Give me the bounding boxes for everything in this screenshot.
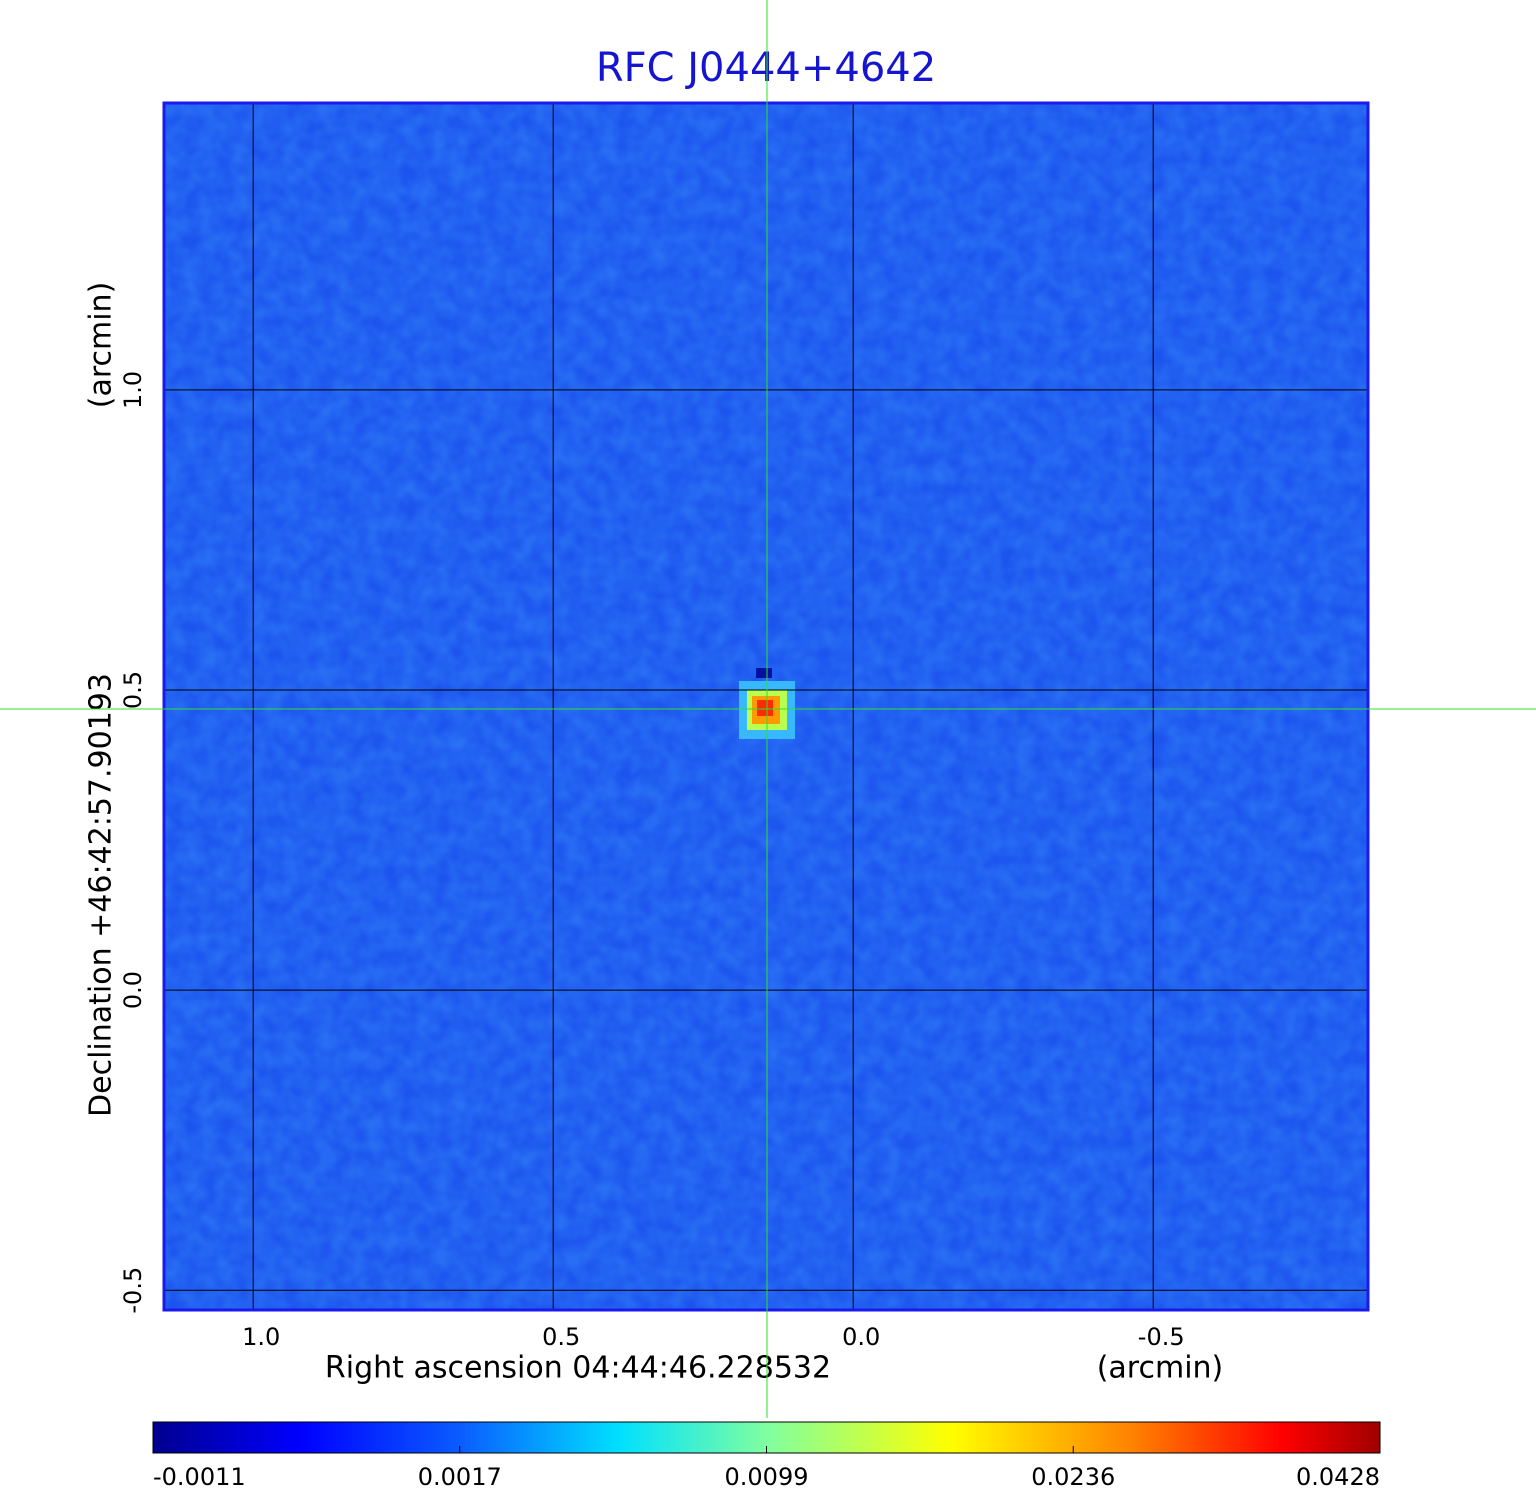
colorbar-tick-label: 0.0099 xyxy=(725,1463,809,1491)
x-tick-label: -0.5 xyxy=(1138,1323,1185,1351)
x-tick-label: 0.0 xyxy=(842,1323,880,1351)
y-tick-label: -0.5 xyxy=(119,1267,147,1314)
colorbar-tick-label: 0.0236 xyxy=(1031,1463,1115,1491)
source-peak xyxy=(757,700,773,716)
chart-title: RFC J0444+4642 xyxy=(596,45,936,91)
y-axis-unit: (arcmin) xyxy=(84,282,119,409)
x-tick-label: 1.0 xyxy=(242,1323,280,1351)
x-axis-unit: (arcmin) xyxy=(1097,1351,1224,1386)
x-tick-label: 0.5 xyxy=(542,1323,580,1351)
y-tick-label: 0.5 xyxy=(119,671,147,709)
colorbar-tick-label: 0.0017 xyxy=(418,1463,502,1491)
y-axis-label: Declination +46:42:57.90193 xyxy=(84,673,119,1117)
source-dip xyxy=(756,668,772,678)
y-tick-label: 0.0 xyxy=(119,971,147,1009)
y-tick-label: 1.0 xyxy=(119,371,147,409)
colorbar-tick-label: 0.0428 xyxy=(1296,1463,1380,1491)
frame xyxy=(162,101,1370,1312)
x-axis-label: Right ascension 04:44:46.228532 xyxy=(325,1351,831,1386)
colorbar-tick-label: -0.0011 xyxy=(153,1463,246,1491)
